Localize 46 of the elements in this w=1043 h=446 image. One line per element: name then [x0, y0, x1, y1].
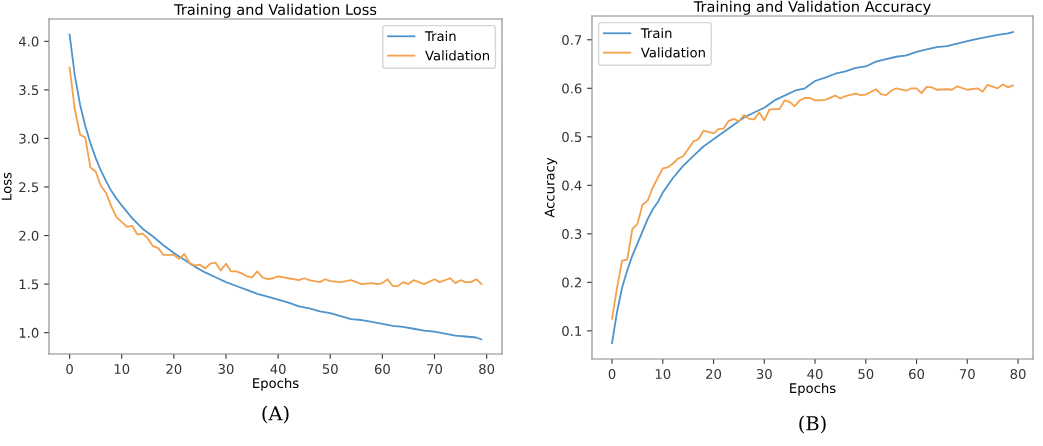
x-tick-label: 0	[66, 363, 73, 374]
y-tick-label: 3.5	[19, 85, 39, 96]
x-tick-label: 70	[959, 368, 975, 379]
y-tick-label: 2.5	[19, 182, 39, 193]
y-tick-label: 4.0	[18, 36, 39, 47]
chart-title: Training and Validation Accuracy	[693, 0, 931, 15]
x-tick-label: 30	[756, 368, 772, 379]
y-tick-label: 2.0	[19, 230, 39, 241]
y-tick-label: 1.5	[19, 279, 39, 290]
x-tick-label: 20	[166, 363, 182, 374]
y-tick-label: 0.1	[562, 326, 582, 337]
x-tick-label: 40	[270, 363, 286, 374]
x-tick-label: 0	[608, 368, 616, 379]
legend-label: Train	[424, 30, 456, 42]
chart-title: Training and Validation Loss	[174, 3, 377, 18]
x-tick-label: 30	[218, 363, 234, 374]
x-tick-label: 50	[858, 368, 874, 379]
y-axis-title: Loss	[1, 172, 12, 200]
y-tick-label: 3.0	[19, 133, 39, 144]
x-tick-label: 80	[1010, 368, 1026, 379]
x-axis-title: Epochs	[790, 382, 836, 396]
x-tick-label: 50	[322, 363, 338, 374]
y-tick-label: 0.7	[562, 34, 582, 45]
x-tick-label: 10	[114, 363, 130, 374]
x-tick-label: 40	[807, 368, 823, 379]
x-tick-label: 60	[374, 363, 390, 374]
line-series	[611, 83, 1014, 320]
y-tick-label: 0.2	[562, 277, 581, 288]
y-tick-label: 0.5	[562, 132, 582, 142]
y-tick-label: 0.3	[562, 229, 582, 240]
x-tick-label: 80	[479, 363, 495, 374]
text: (A)	[262, 405, 289, 424]
legend-label: Train	[640, 27, 672, 39]
x-tick-label: 10	[655, 368, 671, 379]
y-tick-label: 0.6	[562, 83, 582, 94]
text: (B)	[799, 415, 826, 434]
line-series	[68, 66, 483, 287]
y-axis-title: Accuracy	[544, 157, 558, 218]
x-tick-label: 60	[909, 368, 925, 379]
x-tick-label: 20	[706, 368, 722, 379]
x-tick-label: 70	[427, 363, 443, 374]
y-tick-label: 0.4	[562, 180, 582, 191]
legend-label: Validation	[425, 50, 490, 61]
legend-label: Validation	[640, 47, 705, 58]
x-axis-title: Epochs	[253, 377, 299, 391]
y-tick-label: 1.0	[19, 327, 39, 338]
